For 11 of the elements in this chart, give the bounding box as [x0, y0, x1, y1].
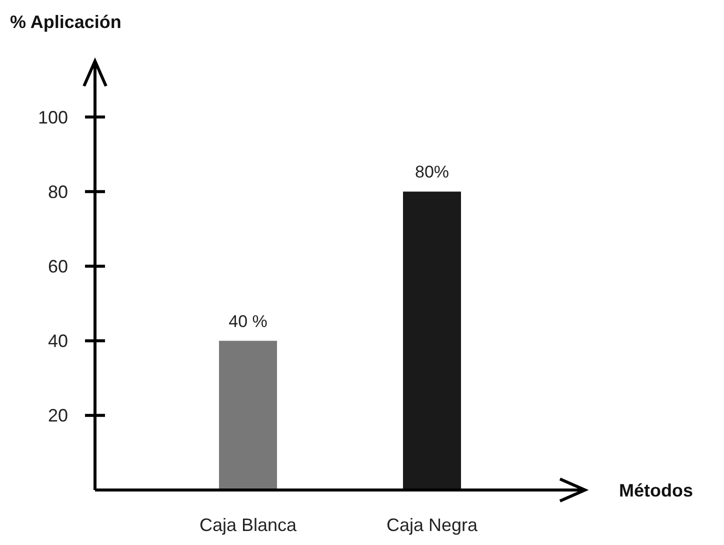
y-tick-label: 100	[38, 107, 68, 128]
y-tick-label: 40	[48, 331, 68, 352]
y-tick-label: 20	[48, 406, 68, 426]
data-label: 40 %	[228, 312, 268, 331]
x-tick-label: Caja Negra	[386, 515, 479, 535]
y-tick-label: 80	[48, 182, 68, 202]
x-tick-label: Caja Blanca	[199, 515, 298, 535]
data-label: 80%	[414, 162, 450, 182]
y-tick-label: 60	[48, 256, 68, 276]
y-axis-title: % Aplicación	[10, 12, 122, 32]
x-axis-title: Métodos	[619, 480, 693, 500]
